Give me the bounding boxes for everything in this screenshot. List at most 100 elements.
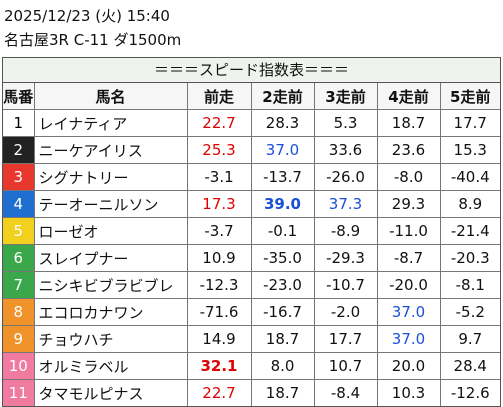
speed-index: -21.4 [439,217,500,245]
horse-number: 6 [3,244,35,272]
horse-number: 4 [3,190,35,218]
speed-index: -12.3 [186,271,252,299]
speed-index: 17.7 [313,325,378,353]
speed-index: 9.7 [439,325,500,353]
speed-index: -26.0 [313,163,378,191]
horse-name: タマモルピナス [33,379,188,406]
horse-name: ニシキビブラビブレ [33,271,188,299]
speed-index: -71.6 [186,298,252,326]
speed-index: -8.7 [376,244,441,272]
horse-number: 10 [3,352,35,380]
horse-row: 10 オルミラベル 32.1 8.0 10.7 20.0 28.4 [3,352,500,380]
speed-index: -12.6 [439,379,500,406]
horse-number: 9 [3,325,35,353]
speed-index: 28.4 [439,352,500,380]
horse-row: 4 テーオーニルソン 17.3 39.0 37.3 29.3 8.9 [3,190,500,218]
horse-name: ローゼオ [33,217,188,245]
horse-row: 2 ニーケアイリス 25.3 37.0 33.6 23.6 15.3 [3,136,500,164]
speed-index: 14.9 [186,325,252,353]
horse-name: ニーケアイリス [33,136,188,164]
speed-index: -3.7 [186,217,252,245]
speed-index: -3.1 [186,163,252,191]
speed-index: 18.7 [250,325,315,353]
column-header: 馬名 [33,83,188,110]
speed-index: 23.6 [376,136,441,164]
horse-number: 2 [3,136,35,164]
column-header: 2走前 [250,83,315,110]
horse-number: 8 [3,298,35,326]
horse-number: 11 [3,379,35,406]
horse-name: オルミラベル [33,352,188,380]
speed-index: 17.7 [439,109,500,137]
speed-index: -13.7 [250,163,315,191]
horse-name: テーオーニルソン [33,190,188,218]
speed-index: 37.0 [376,325,441,353]
speed-index: -8.0 [376,163,441,191]
horse-number: 5 [3,217,35,245]
horse-number: 7 [3,271,35,299]
horse-row: 3 シグナトリー -3.1 -13.7 -26.0 -8.0 -40.4 [3,163,500,191]
column-header: 3走前 [313,83,378,110]
column-header: 馬番 [3,83,35,110]
speed-index: -40.4 [439,163,500,191]
horse-row: 7 ニシキビブラビブレ -12.3 -23.0 -10.7 -20.0 -8.1 [3,271,500,299]
speed-index: 15.3 [439,136,500,164]
speed-index: 28.3 [250,109,315,137]
speed-index: 37.3 [313,190,378,218]
table-body: 1 レイナティア 22.7 28.3 5.3 18.7 17.7 2 ニーケアイリス 25.3 37… [3,109,500,406]
speed-index: -20.0 [376,271,441,299]
speed-index: 29.3 [376,190,441,218]
speed-index: -35.0 [250,244,315,272]
horse-number: 3 [3,163,35,191]
horse-name: チョウハチ [33,325,188,353]
horse-name: スレイプナー [33,244,188,272]
speed-index: -29.3 [313,244,378,272]
speed-index: 10.3 [376,379,441,406]
speed-index: 18.7 [250,379,315,406]
speed-index: 39.0 [250,190,315,218]
speed-index: 20.0 [376,352,441,380]
speed-index: -5.2 [439,298,500,326]
header-row: 馬番 馬名 前走 2走前 3走前 4走前 5走前 [3,83,500,110]
speed-index: -10.7 [313,271,378,299]
horse-row: 6 スレイプナー 10.9 -35.0 -29.3 -8.7 -20.3 [3,244,500,272]
horse-name: エコロカナワン [33,298,188,326]
speed-index: -8.9 [313,217,378,245]
speed-index: 18.7 [376,109,441,137]
speed-index: -2.0 [313,298,378,326]
speed-index: 5.3 [313,109,378,137]
horse-row: 8 エコロカナワン -71.6 -16.7 -2.0 37.0 -5.2 [3,298,500,326]
speed-index: -8.1 [439,271,500,299]
speed-index: 10.7 [313,352,378,380]
speed-index: 22.7 [186,379,252,406]
speed-index: -23.0 [250,271,315,299]
speed-index: -16.7 [250,298,315,326]
horse-row: 9 チョウハチ 14.9 18.7 17.7 37.0 9.7 [3,325,500,353]
speed-index: 17.3 [186,190,252,218]
speed-index: 37.0 [250,136,315,164]
horse-row: 11 タマモルピナス 22.7 18.7 -8.4 10.3 -12.6 [3,379,500,406]
speed-index: 22.7 [186,109,252,137]
horse-row: 5 ローゼオ -3.7 -0.1 -8.9 -11.0 -21.4 [3,217,500,245]
speed-index: 8.9 [439,190,500,218]
speed-index: 10.9 [186,244,252,272]
speed-index: 37.0 [376,298,441,326]
speed-table: 馬番 馬名 前走 2走前 3走前 4走前 5走前 1 レイナティア 22.7 28.3 5.3 18.… [3,83,500,406]
speed-index: 8.0 [250,352,315,380]
speed-index: 25.3 [186,136,252,164]
speed-index: -0.1 [250,217,315,245]
horse-number: 1 [3,109,35,137]
column-header: 4走前 [376,83,441,110]
speed-index: -8.4 [313,379,378,406]
speed-index: -20.3 [439,244,500,272]
speed-index: -11.0 [376,217,441,245]
column-header: 前走 [186,83,252,110]
table-title: ＝＝＝スピード指数表＝＝＝ [3,58,500,83]
horse-row: 1 レイナティア 22.7 28.3 5.3 18.7 17.7 [3,109,500,137]
race-date: 2025/12/23 (火) 15:40 [4,7,170,25]
column-header: 5走前 [439,83,500,110]
horse-name: シグナトリー [33,163,188,191]
speed-table-box: ＝＝＝スピード指数表＝＝＝ 馬番 馬名 前走 2走前 3走前 4走前 5走前 1 レイナティア… [2,57,501,407]
horse-name: レイナティア [33,109,188,137]
